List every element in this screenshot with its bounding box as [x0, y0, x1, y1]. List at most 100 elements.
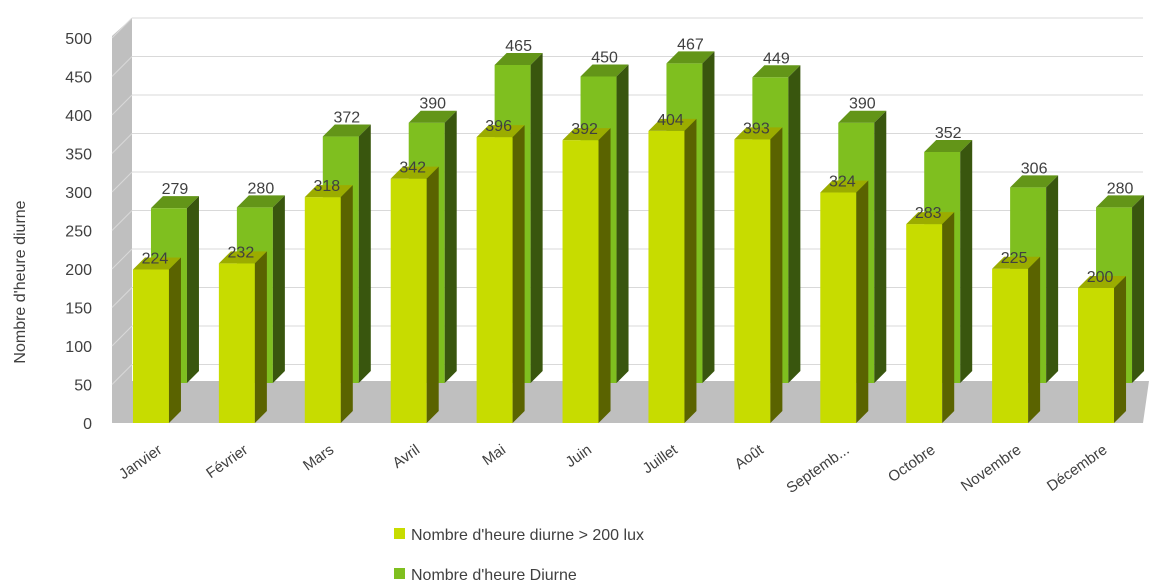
- bar-front-3-top: [390, 166, 439, 179]
- x-tick-label: Janvier: [116, 441, 165, 483]
- bar-front-4-front: [476, 137, 513, 423]
- x-tick-label: Mars: [300, 441, 337, 474]
- legend: Nombre d'heure diurne > 200 lux Nombre d…: [394, 527, 644, 583]
- x-tick-label: Mai: [479, 441, 509, 469]
- bar-front-5-top: [562, 128, 611, 141]
- bar-front-4-top: [476, 125, 525, 138]
- bar-back-10-top: [1010, 175, 1059, 188]
- x-axis-categories: Janvier Février Mars Avril Mai Juin Juillet Aoû…: [116, 441, 1110, 497]
- y-tick-label: 350: [65, 147, 92, 164]
- bar-front-4-side: [512, 125, 525, 423]
- x-tick-label: Décembre: [1044, 441, 1110, 495]
- data-label-back: 372: [333, 110, 360, 127]
- legend-item-series-1: Nombre d'heure diurne > 200 lux: [394, 527, 644, 544]
- gridline-side: [111, 287, 133, 308]
- bar-back-4-top: [494, 52, 543, 65]
- gridline-side: [111, 171, 133, 193]
- legend-label-series-2: Nombre d'heure Diurne: [411, 567, 577, 583]
- x-tick-label: Février: [203, 441, 251, 482]
- gridline-side: [111, 210, 133, 231]
- legend-swatch-series-2: [394, 568, 405, 579]
- bar-front-5-front: [562, 140, 599, 423]
- legend-label-series-1: Nombre d'heure diurne > 200 lux: [411, 527, 644, 544]
- floor: [112, 381, 1149, 423]
- bar-front-1: [218, 251, 267, 423]
- data-label-front: 392: [571, 121, 598, 138]
- bar-front-6: [648, 118, 697, 424]
- bar-front-3-front: [390, 178, 427, 423]
- bar-back-1-top: [236, 195, 285, 208]
- bar-front-7-top: [734, 127, 783, 140]
- bar-back-3-side: [444, 110, 457, 383]
- data-label-back: 279: [162, 181, 189, 198]
- bar-front-8-side: [856, 180, 869, 423]
- bar-front-11-side: [1114, 276, 1127, 423]
- y-tick-label: 200: [65, 262, 92, 279]
- bar-front-11: [1078, 276, 1127, 423]
- data-label-back: 449: [763, 50, 790, 67]
- bar-back-7-side: [788, 65, 801, 384]
- bar-back-9-side: [960, 139, 973, 383]
- bar-front-10-top: [992, 256, 1041, 269]
- gridline-side: [111, 248, 133, 270]
- gridline-side: [111, 56, 133, 77]
- bar-back-5-side: [616, 64, 629, 383]
- bar-back-4-side: [530, 52, 543, 383]
- y-tick-label: 400: [65, 108, 92, 125]
- bar-back-0-side: [186, 196, 199, 383]
- bar-front-2-front: [304, 197, 341, 423]
- bar-front-11-top: [1078, 276, 1127, 288]
- gridline-side: [111, 133, 133, 154]
- bar-front-0: [132, 257, 181, 423]
- data-label-back: 390: [849, 96, 876, 113]
- bar-back-1-side: [272, 195, 285, 383]
- y-tick-label: 300: [65, 185, 92, 202]
- bar-back-7-top: [752, 65, 801, 78]
- gridline-side: [111, 364, 133, 385]
- bar-front-2-side: [340, 185, 353, 423]
- data-label-front: 396: [485, 118, 512, 135]
- bar-front-0-side: [168, 257, 181, 423]
- bar-back-9-top: [924, 139, 973, 152]
- bar-front-6-top: [648, 118, 697, 131]
- bar-back-2-top: [322, 124, 371, 137]
- data-label-front: 404: [657, 112, 684, 129]
- bar-front-9-front: [906, 224, 943, 423]
- data-label-back: 280: [248, 180, 275, 197]
- bar-back-6-top: [666, 51, 715, 64]
- data-label-front: 318: [313, 178, 340, 195]
- data-label-front: 200: [1087, 269, 1114, 286]
- x-tick-label: Novembre: [958, 441, 1024, 495]
- bar-front-6-side: [684, 118, 697, 424]
- data-label-front: 225: [1001, 250, 1028, 267]
- bar-front-1-top: [218, 251, 267, 264]
- x-tick-label: Avril: [390, 441, 423, 472]
- y-axis-title: Nombre d'heure diurne: [12, 200, 29, 363]
- data-label-back: 352: [935, 125, 962, 142]
- bar-back-8-side: [874, 110, 887, 383]
- bar-front-7-side: [770, 127, 783, 423]
- data-label-back: 280: [1107, 180, 1134, 197]
- bar-front-10-front: [992, 268, 1029, 423]
- bar-back-6-side: [702, 51, 715, 383]
- y-tick-label: 150: [65, 301, 92, 318]
- data-label-back: 467: [677, 36, 704, 53]
- bar-front-10: [992, 256, 1041, 423]
- bar-back-0-top: [150, 196, 199, 209]
- bar-front-5-side: [598, 128, 611, 423]
- bar-front-6-front: [648, 130, 685, 424]
- x-tick-label: Août: [732, 441, 768, 473]
- series-front-bars: [132, 118, 1127, 424]
- bar-front-2: [304, 185, 353, 423]
- bar-front-7: [734, 127, 783, 423]
- bar-front-7-front: [734, 139, 771, 423]
- bar-front-5: [562, 128, 611, 423]
- bar-front-8-front: [820, 192, 857, 423]
- x-tick-label: Juillet: [640, 441, 682, 477]
- bar-back-8-top: [838, 110, 887, 123]
- y-tick-label: 250: [65, 224, 92, 241]
- bar-front-10-side: [1028, 256, 1041, 423]
- y-axis-ticks: 0 50 100 150 200 250 300 350 400 450 500: [65, 31, 92, 433]
